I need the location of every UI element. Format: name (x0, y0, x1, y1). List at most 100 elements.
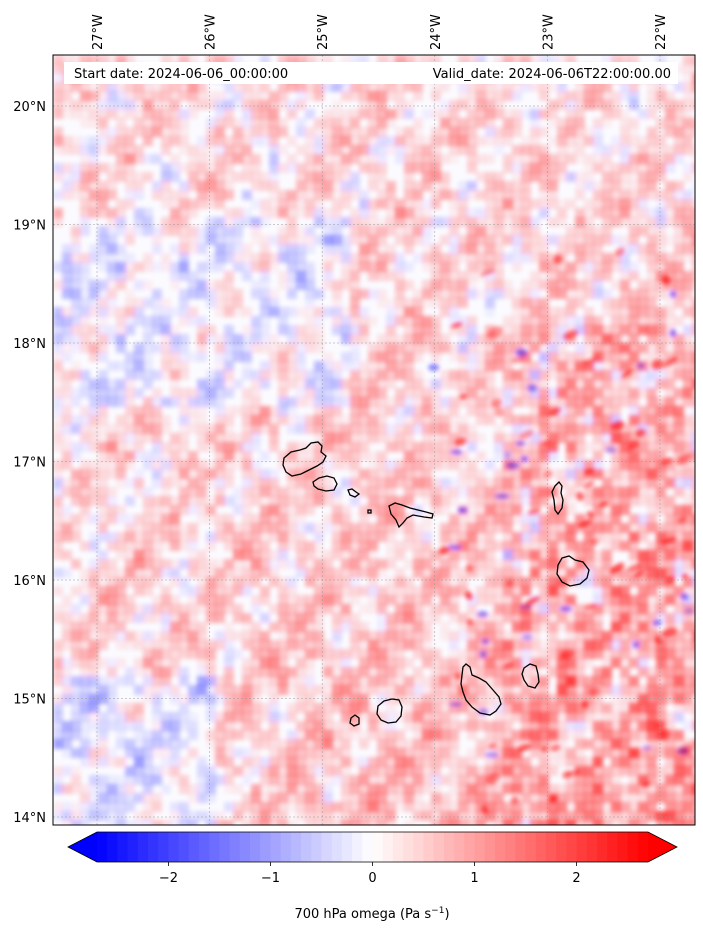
colorbar-segment (352, 832, 363, 862)
colorbar-segment (617, 832, 629, 862)
longitude-tick-label: 22°W (654, 14, 669, 50)
colorbar-segment (199, 832, 210, 862)
colorbar-segment (341, 832, 353, 862)
longitude-labels: 27°W 26°W 25°W 24°W 23°W 22°W (91, 14, 669, 50)
gridlines (53, 55, 695, 825)
longitude-tick-label: 24°W (429, 14, 444, 50)
colorbar-segment (423, 832, 435, 862)
longitude-tick-label: 25°W (316, 14, 331, 50)
colorbar-segment (290, 832, 302, 862)
colorbar-segment (433, 832, 445, 862)
colorbar-segment (117, 832, 129, 862)
coastlines (282, 441, 590, 727)
latitude-tick-label: 17°N (13, 456, 46, 471)
colorbar-segment (311, 832, 323, 862)
colorbar-segment (301, 832, 312, 862)
colorbar-segment (239, 832, 251, 862)
colorbar-segment (321, 832, 333, 862)
colorbar-extend-min (68, 832, 97, 862)
colorbar-outline (67, 831, 678, 863)
island-sao-vicente (312, 475, 338, 492)
island-santo-antao (282, 441, 327, 477)
colorbar-segment (586, 832, 598, 862)
colorbar-segment (280, 832, 292, 862)
colorbar-segment (168, 832, 180, 862)
colorbar-segment (505, 832, 516, 862)
colorbar-segment (464, 832, 476, 862)
colorbar-segment (362, 832, 374, 862)
colorbar-segment (525, 832, 537, 862)
colorbar-segment (127, 832, 139, 862)
island-sao-nicolau (388, 502, 434, 529)
colorbar-segments (97, 832, 649, 862)
colorbar-segment (107, 832, 119, 862)
island-brava (349, 714, 360, 727)
colorbar-segment (515, 832, 527, 862)
colorbar-segment (260, 832, 272, 862)
island-maio (521, 663, 540, 689)
map-plot-area: Start date: 2024-06-06_00:00:00 Valid_da… (52, 54, 696, 826)
colorbar-segment (382, 832, 394, 862)
latitude-labels: 20°N 19°N 18°N 17°N 16°N 15°N 14°N (13, 100, 46, 826)
colorbar-segment (566, 832, 578, 862)
colorbar-ticks: −2 −1 0 1 2 (159, 862, 581, 886)
island-santa-luzia (347, 488, 361, 498)
colorbar-segment (627, 832, 639, 862)
latitude-tick-label: 20°N (13, 100, 46, 115)
colorbar-label: 700 hPa omega (Pa s−1) (294, 906, 449, 922)
longitude-tick-label: 26°W (204, 14, 219, 50)
colorbar-tick-label: −1 (261, 871, 280, 886)
latitude-tick-label: 14°N (13, 811, 46, 826)
map-frame (52, 54, 696, 826)
header-box (64, 62, 678, 84)
colorbar-segment (494, 832, 506, 862)
colorbar-segment (596, 832, 608, 862)
colorbar-segment (454, 832, 465, 862)
colorbar-segment (331, 832, 343, 862)
colorbar-segment (443, 832, 455, 862)
colorbar-segment (392, 832, 404, 862)
colorbar-segment (229, 832, 241, 862)
colorbar-segment (178, 832, 190, 862)
colorbar-segment (188, 832, 200, 862)
colorbar-segment (413, 832, 425, 862)
latitude-tick-label: 16°N (13, 574, 46, 589)
colorbar: −2 −1 0 1 2 700 hPa omega (Pa s−1) (67, 831, 678, 922)
latitude-tick-label: 19°N (13, 219, 46, 234)
colorbar-tick-label: 1 (470, 871, 478, 886)
latitude-tick-label: 18°N (13, 337, 46, 352)
colorbar-tick-label: 2 (572, 871, 580, 886)
colorbar-segment (556, 832, 567, 862)
colorbar-tick-label: 0 (368, 871, 376, 886)
island-sal (551, 481, 564, 516)
colorbar-segment (209, 832, 221, 862)
valid-date-label: Valid_date: 2024-06-06T22:00:00.00 (433, 67, 671, 82)
colorbar-segment (607, 832, 618, 862)
longitude-tick-label: 23°W (541, 14, 556, 50)
colorbar-segment (545, 832, 557, 862)
island-branco (367, 509, 372, 514)
island-fogo (376, 698, 403, 724)
colorbar-segment (576, 832, 588, 862)
colorbar-extend-max (648, 832, 677, 862)
colorbar-segment (250, 832, 261, 862)
colorbar-segment (535, 832, 547, 862)
colorbar-segment (637, 832, 649, 862)
island-santiago (460, 663, 502, 716)
island-boa-vista (556, 555, 590, 587)
colorbar-segment (97, 832, 108, 862)
colorbar-tick-label: −2 (159, 871, 178, 886)
start-date-label: Start date: 2024-06-06_00:00:00 (74, 67, 288, 82)
colorbar-segment (372, 832, 384, 862)
longitude-tick-label: 27°W (91, 14, 106, 50)
latitude-tick-label: 15°N (13, 693, 46, 708)
colorbar-segment (158, 832, 170, 862)
colorbar-segment (474, 832, 486, 862)
colorbar-segment (484, 832, 496, 862)
colorbar-segment (148, 832, 159, 862)
colorbar-segment (403, 832, 414, 862)
colorbar-segment (137, 832, 149, 862)
colorbar-segment (219, 832, 231, 862)
colorbar-segment (270, 832, 282, 862)
